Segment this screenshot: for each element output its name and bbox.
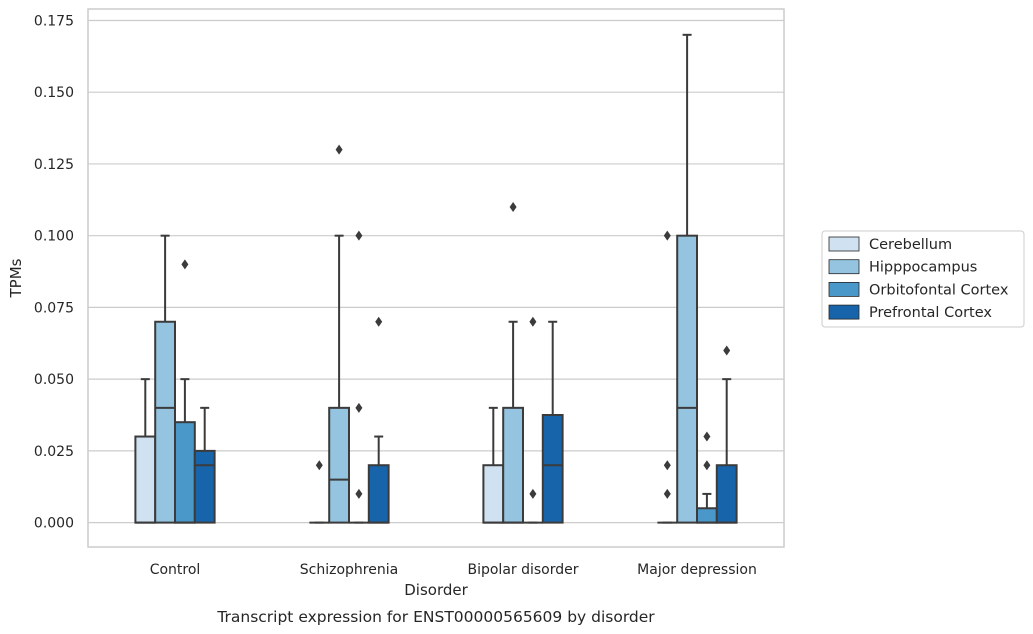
box-2-2 <box>523 316 543 524</box>
legend-label: Cerebellum <box>869 237 952 253</box>
legend: Cerebellum Hipppocampus Orbitofontal Corte… <box>821 230 1025 328</box>
box-3-3 <box>715 345 738 524</box>
outlier-point <box>355 488 363 499</box>
box-body <box>482 464 505 524</box>
outlier-point <box>529 488 537 499</box>
legend-swatch <box>828 281 860 297</box>
x-tick-labels: Control Schizophrenia Bipolar disorder Majo… <box>150 562 757 578</box>
box-1-3 <box>367 316 390 524</box>
box-body <box>676 234 699 524</box>
box-0-1 <box>154 234 176 524</box>
box-body <box>193 449 216 524</box>
y-tick-label: 0.175 <box>34 13 74 29</box>
outlier-point <box>181 259 189 270</box>
box-0-3 <box>193 406 216 524</box>
box-body <box>541 414 564 524</box>
x-axis-title: Disorder <box>404 581 468 599</box>
outlier-point <box>703 460 711 471</box>
box-2-3 <box>541 320 564 524</box>
outlier-point <box>529 316 537 327</box>
x-tick-label: Schizophrenia <box>300 562 398 578</box>
outlier-point <box>509 201 517 212</box>
outlier-point <box>375 316 383 327</box>
outlier-point <box>723 345 731 356</box>
box-body <box>134 435 157 524</box>
y-tick-label: 0.050 <box>34 372 74 388</box>
outlier-point <box>663 230 671 241</box>
outlier-point <box>663 488 671 499</box>
box-2-1 <box>502 201 525 524</box>
box-body <box>174 421 196 524</box>
box-1-1 <box>328 144 351 524</box>
box-1-2 <box>349 230 369 524</box>
box-body <box>715 464 738 524</box>
outlier-point <box>355 230 363 241</box>
y-tick-label: 0.075 <box>34 300 74 316</box>
box-3-2 <box>696 431 718 524</box>
y-tick-label: 0.025 <box>34 444 74 460</box>
legend-swatch <box>828 236 860 252</box>
y-tick-label: 0.125 <box>34 157 74 173</box>
outlier-point <box>315 460 323 471</box>
y-tick-labels: 0.000 0.025 0.050 0.075 0.100 0.125 0.150 0.175 <box>34 13 74 531</box>
legend-label: Hipppocampus <box>869 260 977 276</box>
box-3-0 <box>657 230 678 524</box>
box-body <box>154 320 176 524</box>
outlier-point <box>355 402 363 413</box>
legend-label: Prefrontal Cortex <box>869 305 992 321</box>
outlier-point <box>335 144 343 155</box>
x-tick-label: Bipolar disorder <box>467 562 578 578</box>
outlier-point <box>703 431 711 442</box>
box-body <box>367 464 390 524</box>
outlier-point <box>663 460 671 471</box>
legend-label: Orbitofontal Cortex <box>869 282 1009 298</box>
y-tick-label: 0.000 <box>34 516 74 532</box>
plot-frame <box>87 8 785 548</box>
box-body <box>696 507 718 524</box>
box-body <box>502 406 525 524</box>
legend-swatch <box>828 259 860 275</box>
chart-caption: Transcript expression for ENST0000056560… <box>216 608 655 626</box>
box-body <box>328 406 351 524</box>
box-3-1 <box>676 33 699 524</box>
box-0-2 <box>174 259 196 524</box>
legend-swatch <box>828 304 860 320</box>
box-1-0 <box>309 460 330 524</box>
box-0-0 <box>134 378 157 524</box>
legend-frame <box>821 230 1025 328</box>
y-axis-title: TPMs <box>7 258 25 298</box>
box-group <box>134 33 738 524</box>
y-tick-label: 0.100 <box>34 229 74 245</box>
x-tick-label: Major depression <box>637 562 757 578</box>
y-tick-label: 0.150 <box>34 85 74 101</box>
x-tick-label: Control <box>150 562 201 578</box>
